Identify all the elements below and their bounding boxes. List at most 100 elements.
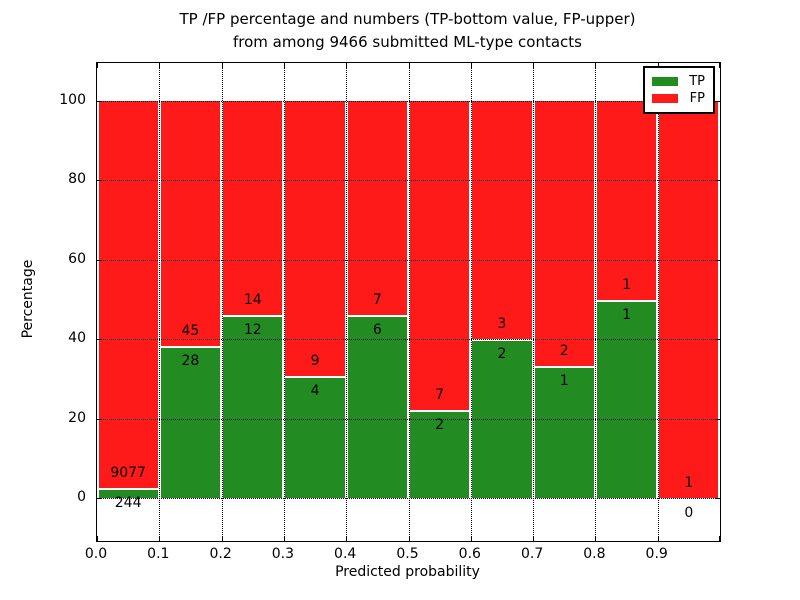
x-tick-label: 0.0: [84, 546, 108, 562]
gridline-horizontal: [97, 418, 720, 420]
bar-count-label-fp: 1: [622, 276, 632, 293]
x-tick-mark: [346, 63, 348, 68]
gridline-horizontal: [97, 259, 720, 261]
y-tick-label: 40: [68, 330, 86, 347]
x-tick-label: 0.8: [583, 546, 606, 562]
x-tick-mark: [159, 63, 161, 68]
y-tick-mark: [97, 259, 102, 261]
x-tick-mark: [346, 536, 348, 541]
x-tick-mark: [221, 63, 223, 68]
x-tick-mark: [470, 536, 472, 541]
bar-segment-tp: [410, 409, 470, 498]
bar-count-label-tp: 28: [181, 352, 200, 369]
bar-count-label-tp: 0: [684, 505, 694, 521]
x-tick-mark: [408, 63, 410, 68]
gridline-vertical: [346, 63, 348, 541]
bar-count-label-fp: 45: [181, 322, 200, 339]
x-tick-mark: [283, 536, 285, 541]
gridline-horizontal: [97, 101, 720, 102]
bar-segment-fp: [534, 101, 594, 366]
plot-area: 9077 244 45 28 14 12 9 4 7 6 7 2 3 2 2 1 1 1 1 0: [96, 62, 721, 542]
bar-segment-tp: [223, 314, 283, 498]
y-tick-mark: [715, 101, 720, 102]
x-axis-label: Predicted probability: [335, 564, 480, 580]
x-tick-label: 0.9: [645, 546, 668, 562]
bar-count-label-tp: 2: [497, 346, 507, 363]
gridline-vertical: [408, 63, 410, 541]
y-tick-label: 60: [68, 250, 86, 267]
bar-segment-fp: [410, 101, 470, 410]
bar-count-label-fp: 9077: [110, 464, 146, 481]
y-tick-label: 0: [77, 489, 86, 505]
y-tick-mark: [97, 101, 102, 102]
y-axis-label: Percentage: [20, 259, 36, 339]
bar-segment-fp: [596, 101, 657, 300]
bar-segment-fp: [160, 101, 221, 346]
bar-count-label-tp: 1: [559, 372, 569, 389]
x-tick-mark: [719, 63, 720, 68]
y-tick-label: 20: [68, 409, 86, 426]
x-tick-mark: [533, 63, 535, 68]
bar-count-label-fp: 3: [497, 316, 507, 333]
bar-count-label-fp: 7: [435, 386, 445, 403]
legend-item-fp: FP: [652, 90, 705, 107]
gridline-vertical: [533, 63, 535, 541]
x-tick-label: 0.1: [147, 546, 170, 562]
x-tick-mark: [657, 63, 659, 68]
bar-count-label-tp: 1: [622, 306, 632, 323]
x-tick-mark: [595, 63, 597, 68]
y-tick-mark: [715, 498, 720, 499]
y-tick-label: 100: [59, 92, 86, 108]
bar-count-label-fp: 14: [243, 291, 262, 308]
x-tick-mark: [408, 536, 410, 541]
y-tick-mark: [97, 498, 102, 499]
y-tick-mark: [97, 339, 102, 341]
x-tick-label: 0.5: [396, 546, 419, 562]
bar-count-label-fp: 9: [310, 352, 320, 369]
bar-segment-tp: [534, 365, 594, 498]
gridline-horizontal: [97, 339, 720, 341]
legend-label-fp: FP: [689, 91, 705, 106]
y-tick-mark: [715, 180, 720, 182]
gridline-vertical: [159, 63, 161, 541]
x-tick-mark: [159, 536, 161, 541]
bar-segment-tp: [98, 487, 158, 498]
x-tick-label: 0.3: [271, 546, 295, 562]
x-tick-label: 0.6: [458, 546, 481, 562]
x-tick-mark: [221, 536, 223, 541]
x-tick-mark: [595, 536, 597, 541]
bar-count-label-tp: 244: [114, 494, 142, 511]
gridline-vertical: [283, 63, 285, 541]
y-tick-mark: [97, 418, 102, 420]
bar-segment-tp: [347, 314, 407, 498]
gridline-vertical: [595, 63, 597, 541]
bar-segment-fp: [347, 101, 407, 315]
bar-segment-fp: [223, 101, 283, 315]
gridline-vertical: [657, 63, 659, 541]
x-tick-mark: [97, 63, 98, 68]
x-tick-mark: [283, 63, 285, 68]
chart-title-line-1: TP /FP percentage and numbers (TP-bottom…: [179, 10, 636, 28]
y-tick-mark: [715, 339, 720, 341]
x-tick-mark: [533, 536, 535, 541]
gridline-vertical: [221, 63, 223, 541]
legend-swatch-tp-icon: [652, 77, 678, 86]
gridline-horizontal: [97, 180, 720, 182]
x-tick-mark: [470, 63, 472, 68]
bar-count-label-fp: 7: [372, 291, 382, 308]
x-tick-label: 0.7: [520, 546, 544, 562]
x-tick-label: 0.2: [209, 546, 232, 562]
bar-count-label-tp: 12: [243, 321, 262, 338]
legend: TP FP: [643, 66, 715, 114]
bar-segment-fp: [285, 101, 345, 376]
bar-count-label-tp: 2: [435, 416, 445, 433]
bar-segment-fp: [659, 101, 719, 498]
bar-count-label-fp: 1: [684, 475, 694, 491]
legend-item-tp: TP: [652, 73, 705, 90]
legend-label-tp: TP: [689, 74, 705, 89]
bar-segment-tp: [596, 299, 657, 498]
x-tick-label: 0.4: [334, 546, 357, 562]
chart-title-line-2: from among 9466 submitted ML-type contac…: [233, 33, 582, 51]
y-tick-mark: [715, 418, 720, 420]
